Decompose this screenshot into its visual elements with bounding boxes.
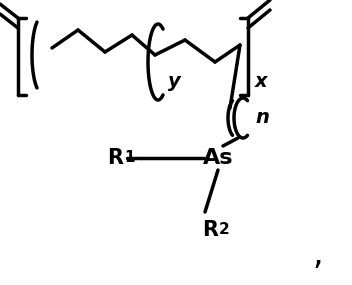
Text: R: R: [202, 220, 218, 240]
Text: y: y: [168, 72, 181, 91]
Text: As: As: [203, 148, 233, 168]
Text: R: R: [107, 148, 123, 168]
Text: ,: ,: [313, 239, 323, 272]
Text: n: n: [255, 108, 269, 127]
Text: x: x: [255, 72, 268, 91]
Text: 1: 1: [124, 150, 134, 165]
Text: 2: 2: [219, 222, 230, 237]
